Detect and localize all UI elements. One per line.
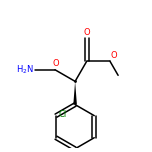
Text: Cl: Cl [59, 110, 67, 119]
Text: H$_2$N: H$_2$N [16, 64, 34, 76]
Text: O: O [52, 59, 59, 68]
Text: O: O [83, 28, 90, 37]
Polygon shape [73, 81, 77, 105]
Text: O: O [111, 51, 117, 60]
